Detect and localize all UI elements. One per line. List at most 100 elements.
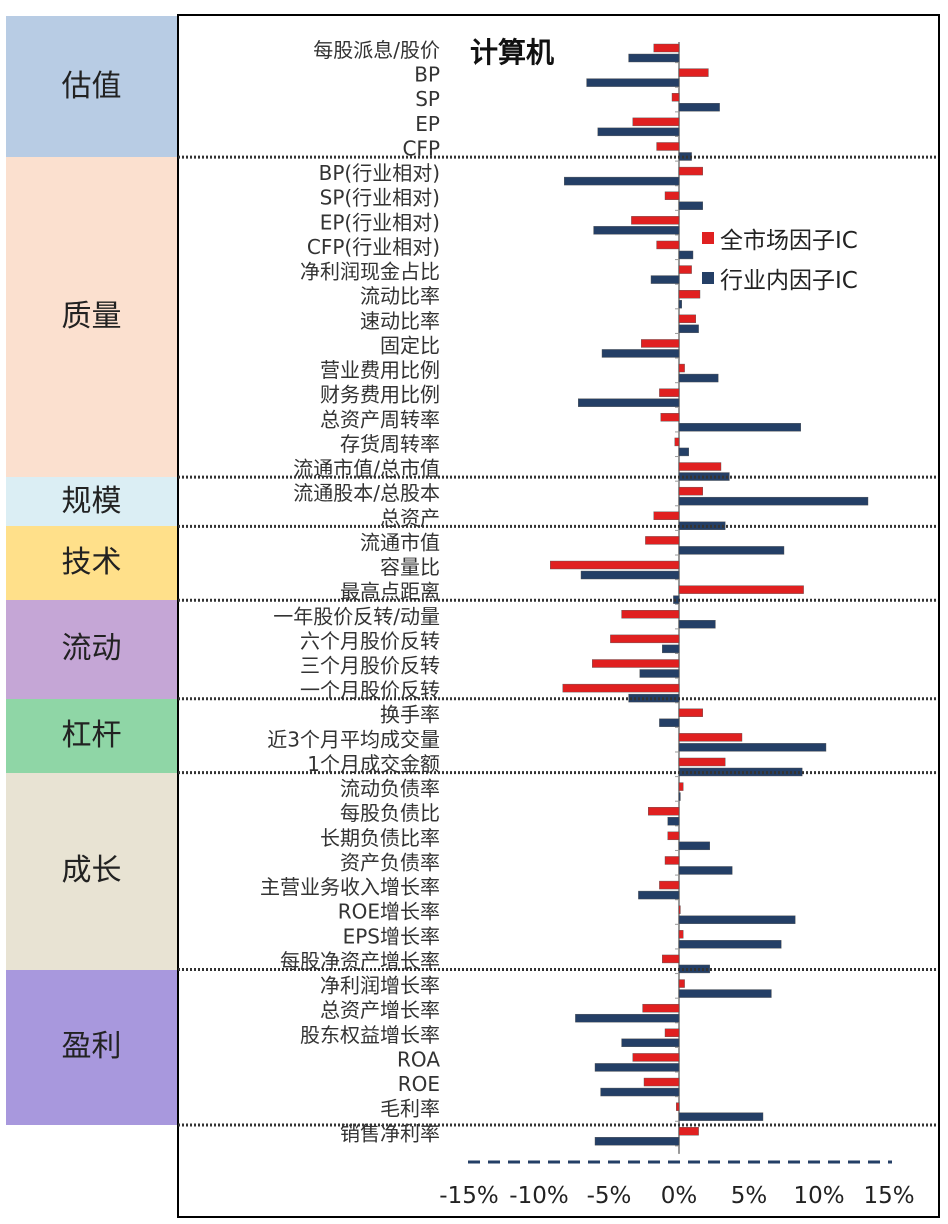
bar-market-ic [678,462,722,471]
bar-industry-ic [621,1038,680,1048]
bar-market-ic [632,117,680,127]
category-label: 技术 [61,545,122,581]
x-tick-label: -5% [587,1183,632,1209]
factor-label: BP [414,63,440,87]
x-tick-label: 0% [661,1183,698,1209]
bar-market-ic [659,388,680,397]
bar-market-ic [678,166,703,176]
bar-industry-ic [678,841,710,851]
bar-market-ic [676,1102,680,1111]
bar-industry-ic [678,373,719,383]
bar-industry-ic [678,324,699,334]
category-band: 技术 [6,526,177,601]
factor-label: 1个月成交金额 [307,752,440,776]
bar-industry-ic [586,78,680,87]
category-label: 盈利 [61,1029,122,1065]
factor-label: 每股负债比 [340,801,440,825]
category-label: 规模 [61,483,122,519]
bar-market-ic [678,265,692,274]
factor-label: 一年股价反转/动量 [273,604,440,628]
bar-market-ic [664,856,680,865]
bar-industry-ic [678,546,785,555]
factor-label: 速动比率 [360,309,440,333]
x-tick-label: 5% [731,1183,768,1209]
bar-industry-ic [678,915,796,924]
x-tick-label: 15% [863,1183,914,1209]
legend-item-industry[interactable]: 行业内因子IC [702,258,858,298]
bar-market-ic [648,807,680,816]
bar-industry-ic [650,275,680,284]
factor-label: 容量比 [380,555,440,579]
factor-label: ROA [397,1047,440,1071]
bar-industry-ic [628,53,680,63]
bar-industry-ic [678,201,703,210]
bar-industry-ic [600,1087,680,1097]
bar-industry-ic [678,989,772,998]
bar-market-ic [632,1053,680,1062]
legend-item-market[interactable]: 全市场因子IC [702,218,858,258]
plot-frame [177,14,940,1218]
bar-industry-ic [594,1063,680,1072]
bar-industry-ic [678,300,682,309]
factor-label: 股东权益增长率 [300,1023,440,1047]
factor-label: 流通市值 [360,530,440,554]
bar-industry-ic [575,1013,680,1023]
factor-label: 资产负债率 [340,850,440,874]
bar-industry-ic [638,890,680,900]
factor-label: 每股派息/股价 [313,38,440,62]
factor-label: 流动负债率 [340,777,440,801]
bar-market-ic [641,339,680,348]
bar-market-ic [671,93,680,102]
bar-industry-ic [667,817,680,826]
bar-industry-ic [593,226,680,235]
factor-label: SP [415,87,440,111]
bar-market-ic [550,560,680,570]
bar-industry-ic [578,398,680,407]
legend-label-market: 全市场因子IC [720,228,858,254]
bar-industry-ic [678,250,694,260]
factor-label: EP(行业相对) [320,210,440,234]
bar-market-ic [592,659,680,668]
factor-label: EPS增长率 [343,924,440,948]
factor-label: 换手率 [380,703,440,727]
factor-label: 六个月股价反转 [300,629,440,653]
bar-industry-ic [564,176,680,186]
bar-market-ic [674,437,680,447]
bar-market-ic [678,782,684,791]
bar-industry-ic [678,423,802,432]
legend-swatch-industry [702,272,714,284]
bar-market-ic [643,1077,680,1087]
factor-label: 固定比 [380,333,440,357]
bar-market-ic [562,683,680,693]
bar-industry-ic [678,152,692,161]
x-tick-label: -10% [509,1183,568,1209]
bar-market-ic [653,511,680,520]
bar-industry-ic [678,496,869,506]
bar-market-ic [656,240,680,250]
factor-label: EP [415,112,440,136]
category-band: 流动 [6,600,177,699]
bar-industry-ic [601,349,680,358]
bar-market-ic [659,880,680,890]
category-label: 成长 [61,853,122,889]
factor-label: BP(行业相对) [319,161,440,185]
bar-market-ic [678,314,696,324]
category-band: 成长 [6,772,177,970]
bar-industry-ic [597,127,680,137]
category-band: 盈利 [6,969,177,1125]
legend: 全市场因子IC 行业内因子IC [702,218,858,298]
bar-market-ic [660,413,680,422]
bar-market-ic [678,905,681,914]
bar-market-ic [678,1127,699,1136]
bar-industry-ic [678,447,690,457]
category-label: 杠杆 [61,717,122,753]
bar-market-ic [678,68,709,77]
factor-label: 财务费用比例 [320,383,440,407]
bar-industry-ic [639,669,680,678]
bar-market-ic [653,43,680,53]
bar-industry-ic [678,743,827,752]
bar-market-ic [678,733,743,742]
category-band: 估值 [6,16,177,158]
bar-market-ic [678,979,685,988]
